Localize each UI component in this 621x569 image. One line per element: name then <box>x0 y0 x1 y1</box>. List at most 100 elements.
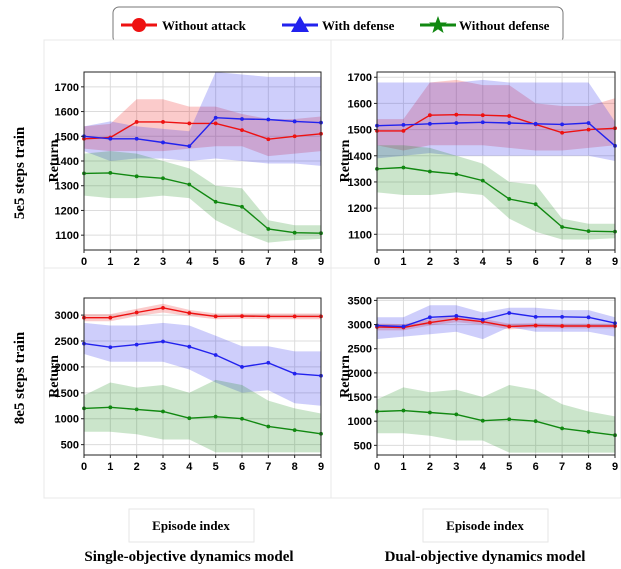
data-point-with-defense <box>292 371 297 376</box>
y-tick-label: 1400 <box>348 151 372 163</box>
data-point-with-defense <box>560 314 565 319</box>
x-tick-label: 5 <box>506 461 512 473</box>
y-axis-label: Return <box>338 139 353 182</box>
star-marker-icon <box>429 16 447 33</box>
y-tick-label: 3500 <box>348 295 372 307</box>
data-point-without-defense <box>401 408 406 413</box>
data-point-without-attack <box>533 323 538 328</box>
x-tick-label: 9 <box>318 256 324 268</box>
series-line-without-defense <box>376 166 616 233</box>
x-tick-label: 5 <box>213 256 219 268</box>
confidence-band-with-defense <box>377 79 615 161</box>
chart-panels: 0 1 2 3 4 5 6 7 8 91100120013001400150016001700Re… <box>43 39 621 499</box>
data-point-without-defense <box>134 174 139 179</box>
x-tick-label: 8 <box>585 256 591 268</box>
x-tick-label: 8 <box>292 256 298 268</box>
data-point-without-defense <box>507 197 512 201</box>
x-tick-label: 7 <box>265 256 271 268</box>
x-tick-label: 8 <box>585 461 591 473</box>
data-point-without-attack <box>213 314 218 319</box>
bottom-axis-label-left-box: Episode index <box>128 508 255 543</box>
series-line-with-defense <box>376 312 616 328</box>
data-point-with-defense <box>480 317 485 322</box>
data-point-without-defense <box>427 169 432 174</box>
x-tick-label: 4 <box>480 256 487 268</box>
series-line-without-defense <box>83 172 322 234</box>
y-tick-label: 1100 <box>55 230 79 242</box>
data-point-without-attack <box>454 112 459 117</box>
y-tick-label: 1100 <box>348 229 372 241</box>
x-tick-label: 7 <box>559 256 565 268</box>
x-tick-label: 9 <box>612 461 618 473</box>
plot-area-border <box>83 297 322 456</box>
legend: Without attack With defense Without defe… <box>112 6 564 44</box>
confidence-band-with-defense <box>377 305 615 340</box>
y-tick-label: 1700 <box>348 72 372 84</box>
data-point-with-defense <box>401 122 406 127</box>
series-line-without-defense <box>83 406 322 435</box>
data-point-without-attack <box>454 316 459 321</box>
chart-panel-3: 0 1 2 3 4 5 6 7 8 9 500 1000 1500 2000 2500 3000 Return <box>43 267 335 499</box>
data-point-without-defense <box>161 176 165 181</box>
data-point-without-defense <box>187 182 192 187</box>
data-point-with-defense <box>427 315 432 320</box>
data-point-without-attack <box>292 314 297 319</box>
y-tick-label: 2000 <box>348 368 372 380</box>
x-tick-label: 5 <box>213 461 219 473</box>
y-tick-label: 500 <box>354 440 372 452</box>
data-point-with-defense <box>240 365 244 369</box>
data-point-without-attack <box>161 305 165 310</box>
data-point-without-defense <box>266 424 271 429</box>
data-point-without-attack <box>266 137 271 142</box>
x-tick-label: 0 <box>81 461 87 473</box>
x-tick-label: 9 <box>318 461 324 473</box>
data-point-without-defense <box>292 428 297 433</box>
confidence-band-without-attack <box>84 99 321 157</box>
y-tick-label: 3000 <box>348 320 372 332</box>
triangle-marker-icon <box>291 16 309 32</box>
y-tick-label: 2000 <box>55 362 79 374</box>
y-tick-label: 1300 <box>55 181 79 193</box>
data-point-without-attack <box>507 114 512 118</box>
data-point-without-defense <box>266 227 271 231</box>
x-tick-label: 0 <box>374 461 380 473</box>
confidence-band-without-defense <box>84 379 321 453</box>
data-point-with-defense <box>134 136 139 141</box>
data-point-without-defense <box>187 416 192 421</box>
y-tick-label: 1500 <box>348 125 372 137</box>
data-point-without-defense <box>213 199 218 204</box>
y-axis-label: Return <box>338 355 353 398</box>
x-tick-label: 5 <box>506 256 512 268</box>
data-point-without-attack <box>480 113 485 118</box>
x-tick-label: 6 <box>239 256 245 268</box>
data-point-with-defense <box>533 121 538 126</box>
data-point-without-attack <box>560 130 565 135</box>
legend-item-without-attack: Without attack <box>121 18 247 33</box>
data-point-without-attack <box>427 113 432 118</box>
x-tick-label: 6 <box>533 256 539 268</box>
x-tick-label: 4 <box>186 256 193 268</box>
series-line-without-defense <box>376 409 616 436</box>
data-point-without-defense <box>454 172 459 176</box>
x-tick-label: 3 <box>160 256 166 268</box>
data-point-with-defense <box>213 115 218 120</box>
data-point-without-defense <box>161 409 165 414</box>
chart-panel-4: 0 1 2 3 4 5 6 7 8 9 500 1000 1500 2000 2500 3000 3500 Ret… <box>330 267 621 499</box>
data-point-without-attack <box>427 320 432 325</box>
data-point-with-defense <box>480 120 485 125</box>
data-point-without-defense <box>533 419 538 424</box>
y-tick-label: 2500 <box>348 344 372 356</box>
x-tick-label: 2 <box>427 256 433 268</box>
x-tick-label: 3 <box>453 256 459 268</box>
data-point-with-defense <box>454 313 459 318</box>
plot-area-border <box>376 297 616 456</box>
data-point-without-attack <box>586 324 591 328</box>
y-tick-label: 2500 <box>55 336 79 348</box>
circle-marker-icon <box>132 18 146 32</box>
data-point-with-defense <box>560 122 565 127</box>
confidence-band-without-attack <box>377 315 615 331</box>
x-tick-label: 1 <box>400 461 406 473</box>
x-tick-label: 8 <box>292 461 298 473</box>
data-point-with-defense <box>507 311 512 315</box>
